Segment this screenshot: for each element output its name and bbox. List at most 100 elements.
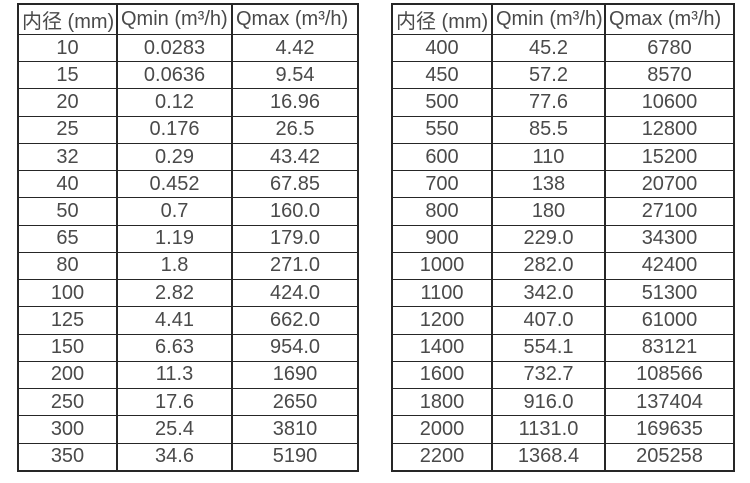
data-cell-qmin: 1.8 [116,251,233,281]
data-cell-qmax: 83121 [604,333,735,362]
data-cell-diameter: 50 [17,197,118,226]
table-row: 300 25.4 3810 [17,415,359,444]
table-row: 900 229.0 34300 [391,224,735,253]
table-row: 500 77.6 10600 [391,88,735,117]
data-cell-diameter: 600 [391,142,493,172]
data-cell-diameter: 1000 [391,251,493,281]
data-cell-qmin: 1368.4 [491,442,606,472]
data-cell-qmin: 110 [491,142,606,172]
table-row: 1600 732.7 108566 [391,360,735,390]
table-row: 400 45.2 6780 [391,33,735,63]
table-row: 800 180 27100 [391,197,735,226]
data-cell-qmin: 916.0 [491,388,606,417]
header-cell-qmax: Qmax (m³/h) [231,3,359,35]
data-cell-qmax: 271.0 [231,251,359,281]
data-cell-qmin: 1.19 [116,224,233,253]
data-cell-qmax: 20700 [604,170,735,199]
data-cell-qmax: 4.42 [231,33,359,63]
table-row: 1100 342.0 51300 [391,279,735,308]
table-row: 1200 407.0 61000 [391,306,735,335]
data-cell-qmin: 407.0 [491,306,606,335]
data-cell-qmin: 554.1 [491,333,606,362]
table-row: 450 57.2 8570 [391,61,735,90]
data-cell-qmin: 138 [491,170,606,199]
table-row: 350 34.6 5190 [17,442,359,472]
data-cell-qmax: 3810 [231,415,359,444]
table-row: 1000 282.0 42400 [391,251,735,281]
data-cell-diameter: 400 [391,33,493,63]
header-cell-qmin: Qmin (m³/h) [116,3,233,35]
table-row: 32 0.29 43.42 [17,142,359,172]
table-row: 700 138 20700 [391,170,735,199]
data-cell-diameter: 500 [391,88,493,117]
data-cell-qmin: 11.3 [116,360,233,390]
data-cell-diameter: 2000 [391,415,493,444]
data-cell-qmax: 51300 [604,279,735,308]
data-cell-diameter: 1200 [391,306,493,335]
data-cell-qmin: 0.12 [116,88,233,117]
data-cell-diameter: 900 [391,224,493,253]
large-diameter-flow-table: 内径 (mm) Qmin (m³/h) Qmax (m³/h) 400 45.2 678… [391,3,735,472]
header-row: 内径 (mm) Qmin (m³/h) Qmax (m³/h) [17,3,359,35]
data-cell-qmin: 732.7 [491,360,606,390]
data-cell-diameter: 100 [17,279,118,308]
data-cell-qmax: 137404 [604,388,735,417]
data-cell-diameter: 800 [391,197,493,226]
table-row: 50 0.7 160.0 [17,197,359,226]
data-cell-diameter: 700 [391,170,493,199]
data-cell-qmin: 57.2 [491,61,606,90]
data-cell-qmax: 169635 [604,415,735,444]
data-cell-diameter: 250 [17,388,118,417]
table-row: 15 0.0636 9.54 [17,61,359,90]
data-cell-diameter: 150 [17,333,118,362]
data-cell-qmin: 0.7 [116,197,233,226]
data-cell-diameter: 15 [17,61,118,90]
data-cell-qmin: 0.452 [116,170,233,199]
data-cell-qmin: 85.5 [491,115,606,144]
data-cell-diameter: 10 [17,33,118,63]
data-cell-qmax: 26.5 [231,115,359,144]
table-row: 125 4.41 662.0 [17,306,359,335]
table-row: 2200 1368.4 205258 [391,442,735,472]
data-cell-diameter: 20 [17,88,118,117]
table-row: 80 1.8 271.0 [17,251,359,281]
small-diameter-flow-table: 内径 (mm) Qmin (m³/h) Qmax (m³/h) 10 0.0283 4.… [17,3,359,472]
table-row: 10 0.0283 4.42 [17,33,359,63]
data-cell-diameter: 1400 [391,333,493,362]
data-cell-qmax: 6780 [604,33,735,63]
data-cell-qmax: 15200 [604,142,735,172]
data-cell-qmax: 108566 [604,360,735,390]
data-cell-qmax: 61000 [604,306,735,335]
table-row: 20 0.12 16.96 [17,88,359,117]
data-cell-qmax: 1690 [231,360,359,390]
table-row: 200 11.3 1690 [17,360,359,390]
data-cell-qmax: 954.0 [231,333,359,362]
data-cell-diameter: 550 [391,115,493,144]
data-cell-diameter: 350 [17,442,118,472]
data-cell-diameter: 300 [17,415,118,444]
data-cell-qmin: 77.6 [491,88,606,117]
data-cell-diameter: 25 [17,115,118,144]
header-cell-diameter: 内径 (mm) [17,3,118,35]
data-cell-qmin: 180 [491,197,606,226]
data-cell-qmin: 4.41 [116,306,233,335]
data-cell-qmin: 342.0 [491,279,606,308]
table-row: 2000 1131.0 169635 [391,415,735,444]
data-cell-diameter: 200 [17,360,118,390]
data-cell-qmax: 34300 [604,224,735,253]
header-cell-diameter: 内径 (mm) [391,3,493,35]
data-cell-qmax: 67.85 [231,170,359,199]
data-cell-qmax: 42400 [604,251,735,281]
data-cell-diameter: 65 [17,224,118,253]
table-row: 100 2.82 424.0 [17,279,359,308]
data-cell-qmax: 424.0 [231,279,359,308]
data-cell-qmin: 0.0283 [116,33,233,63]
data-cell-qmin: 34.6 [116,442,233,472]
header-cell-qmin: Qmin (m³/h) [491,3,606,35]
data-cell-qmax: 2650 [231,388,359,417]
data-cell-qmax: 8570 [604,61,735,90]
data-cell-qmin: 0.0636 [116,61,233,90]
data-cell-qmax: 205258 [604,442,735,472]
table-row: 40 0.452 67.85 [17,170,359,199]
